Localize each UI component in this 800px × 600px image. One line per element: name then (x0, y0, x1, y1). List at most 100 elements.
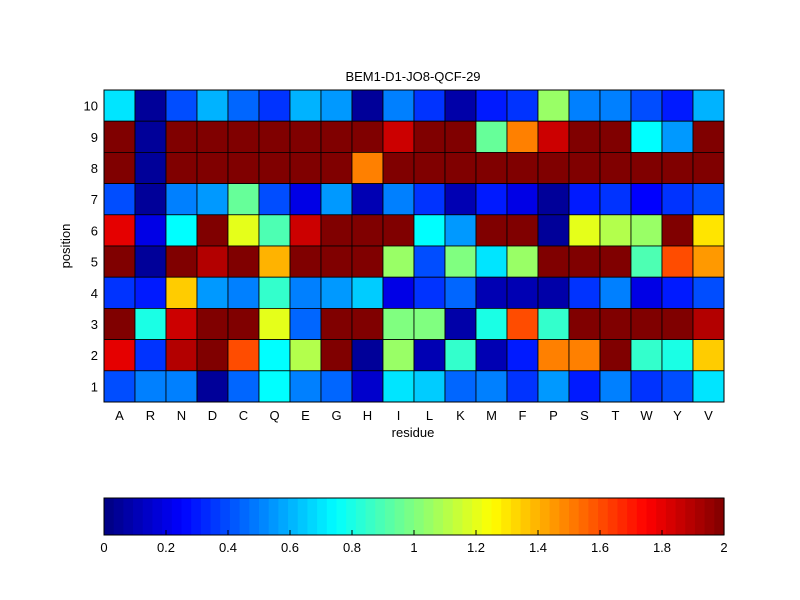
heatmap-cell (661, 120, 694, 153)
heatmap-cell (475, 214, 508, 247)
x-tick-label: V (704, 408, 713, 423)
heatmap-cells (103, 89, 725, 403)
heatmap-cell (289, 339, 322, 372)
colorbar-segment (133, 498, 144, 535)
x-tick-label: W (640, 408, 653, 423)
heatmap-cell (320, 245, 353, 278)
colorbar-segment (171, 498, 183, 535)
heatmap-cell (630, 120, 663, 153)
colorbar-segment (404, 498, 415, 535)
colorbar-tick-label: 0.6 (281, 540, 299, 555)
heatmap-cell (475, 339, 508, 372)
heatmap-cell (630, 89, 663, 122)
heatmap-cell (661, 214, 694, 247)
colorbar-segment (384, 498, 396, 535)
heatmap-cell (103, 183, 136, 216)
y-tick-label: 1 (91, 379, 98, 394)
heatmap-cell (692, 120, 725, 153)
heatmap-cell (165, 276, 198, 309)
colorbar-segment (259, 498, 270, 535)
plot-frame (103, 89, 725, 403)
colorbar-segment (675, 498, 686, 535)
heatmap-cell (382, 245, 415, 278)
colorbar-segment (481, 498, 493, 535)
heatmap-cell (382, 276, 415, 309)
heatmap-cell (568, 307, 601, 340)
heatmap-cell (351, 245, 384, 278)
heatmap-cell (196, 370, 229, 403)
colorbar-segment (346, 498, 357, 535)
heatmap-cell (413, 120, 446, 153)
heatmap-cell (227, 151, 260, 184)
colorbar-tick-label: 1.8 (653, 540, 671, 555)
heatmap-cell (103, 214, 136, 247)
heatmap-cell (258, 120, 291, 153)
chart-title: BEM1-D1-JO8-QCF-29 (345, 69, 480, 84)
heatmap-cell (475, 276, 508, 309)
heatmap-cell (599, 89, 632, 122)
heatmap-cell (165, 370, 198, 403)
heatmap-cell (506, 339, 539, 372)
x-tick-label: L (426, 408, 433, 423)
heatmap-cell (568, 339, 601, 372)
heatmap-cell (103, 245, 136, 278)
colorbar-segment (559, 498, 570, 535)
heatmap-cell (537, 183, 570, 216)
heatmap-cell (196, 151, 229, 184)
heatmap-cell (320, 214, 353, 247)
colorbar-segment (462, 498, 473, 535)
colorbar-segment (326, 498, 338, 535)
colorbar-segment (539, 498, 551, 535)
heatmap-cell (444, 214, 477, 247)
colorbar-tick-label: 1.6 (591, 540, 609, 555)
heatmap-cell (165, 89, 198, 122)
heatmap-cell (630, 307, 663, 340)
heatmap-cell (320, 89, 353, 122)
colorbar-tick-label: 2 (720, 540, 727, 555)
x-tick-label: M (486, 408, 497, 423)
heatmap-cell (599, 307, 632, 340)
heatmap-cell (506, 120, 539, 153)
heatmap-cell (475, 307, 508, 340)
y-tick-label: 6 (91, 223, 98, 238)
colorbar-segment (530, 498, 541, 535)
heatmap-cell (351, 276, 384, 309)
colorbar-tick-labels: 0 0.2 0.4 0.6 0.8 1 1.2 1.4 1.6 1.8 2 (100, 530, 728, 555)
heatmap-cell (320, 151, 353, 184)
y-tick-labels: 10 9 8 7 6 5 4 3 2 1 (84, 99, 98, 395)
heatmap-cell (351, 339, 384, 372)
heatmap-cell (506, 370, 539, 403)
heatmap-cell (444, 183, 477, 216)
colorbar-segment (123, 498, 134, 535)
heatmap-cell (506, 245, 539, 278)
y-tick-label: 5 (91, 255, 98, 270)
heatmap-cell (444, 245, 477, 278)
colorbar-segment (152, 498, 163, 535)
heatmap-cell (320, 307, 353, 340)
heatmap-cell (289, 370, 322, 403)
colorbar-segment (704, 498, 715, 535)
heatmap-cell (568, 120, 601, 153)
colorbar-segment (307, 498, 318, 535)
heatmap-cell (599, 151, 632, 184)
heatmap-cell (351, 120, 384, 153)
heatmap-cell (692, 339, 725, 372)
colorbar-segment (569, 498, 580, 535)
x-tick-label: S (580, 408, 589, 423)
heatmap-cell (351, 307, 384, 340)
heatmap-cell (258, 214, 291, 247)
heatmap-cell (661, 89, 694, 122)
heatmap-cell (661, 276, 694, 309)
heatmap-cell (134, 370, 167, 403)
heatmap-cell (134, 120, 167, 153)
heatmap-cell (351, 214, 384, 247)
heatmap-cell (227, 214, 260, 247)
heatmap-cell (320, 276, 353, 309)
colorbar-tick-label: 1 (410, 540, 417, 555)
heatmap-cell (413, 214, 446, 247)
heatmap-cell (320, 339, 353, 372)
x-tick-label: N (177, 408, 186, 423)
colorbar-segment (317, 498, 328, 535)
heatmap-cell (599, 339, 632, 372)
